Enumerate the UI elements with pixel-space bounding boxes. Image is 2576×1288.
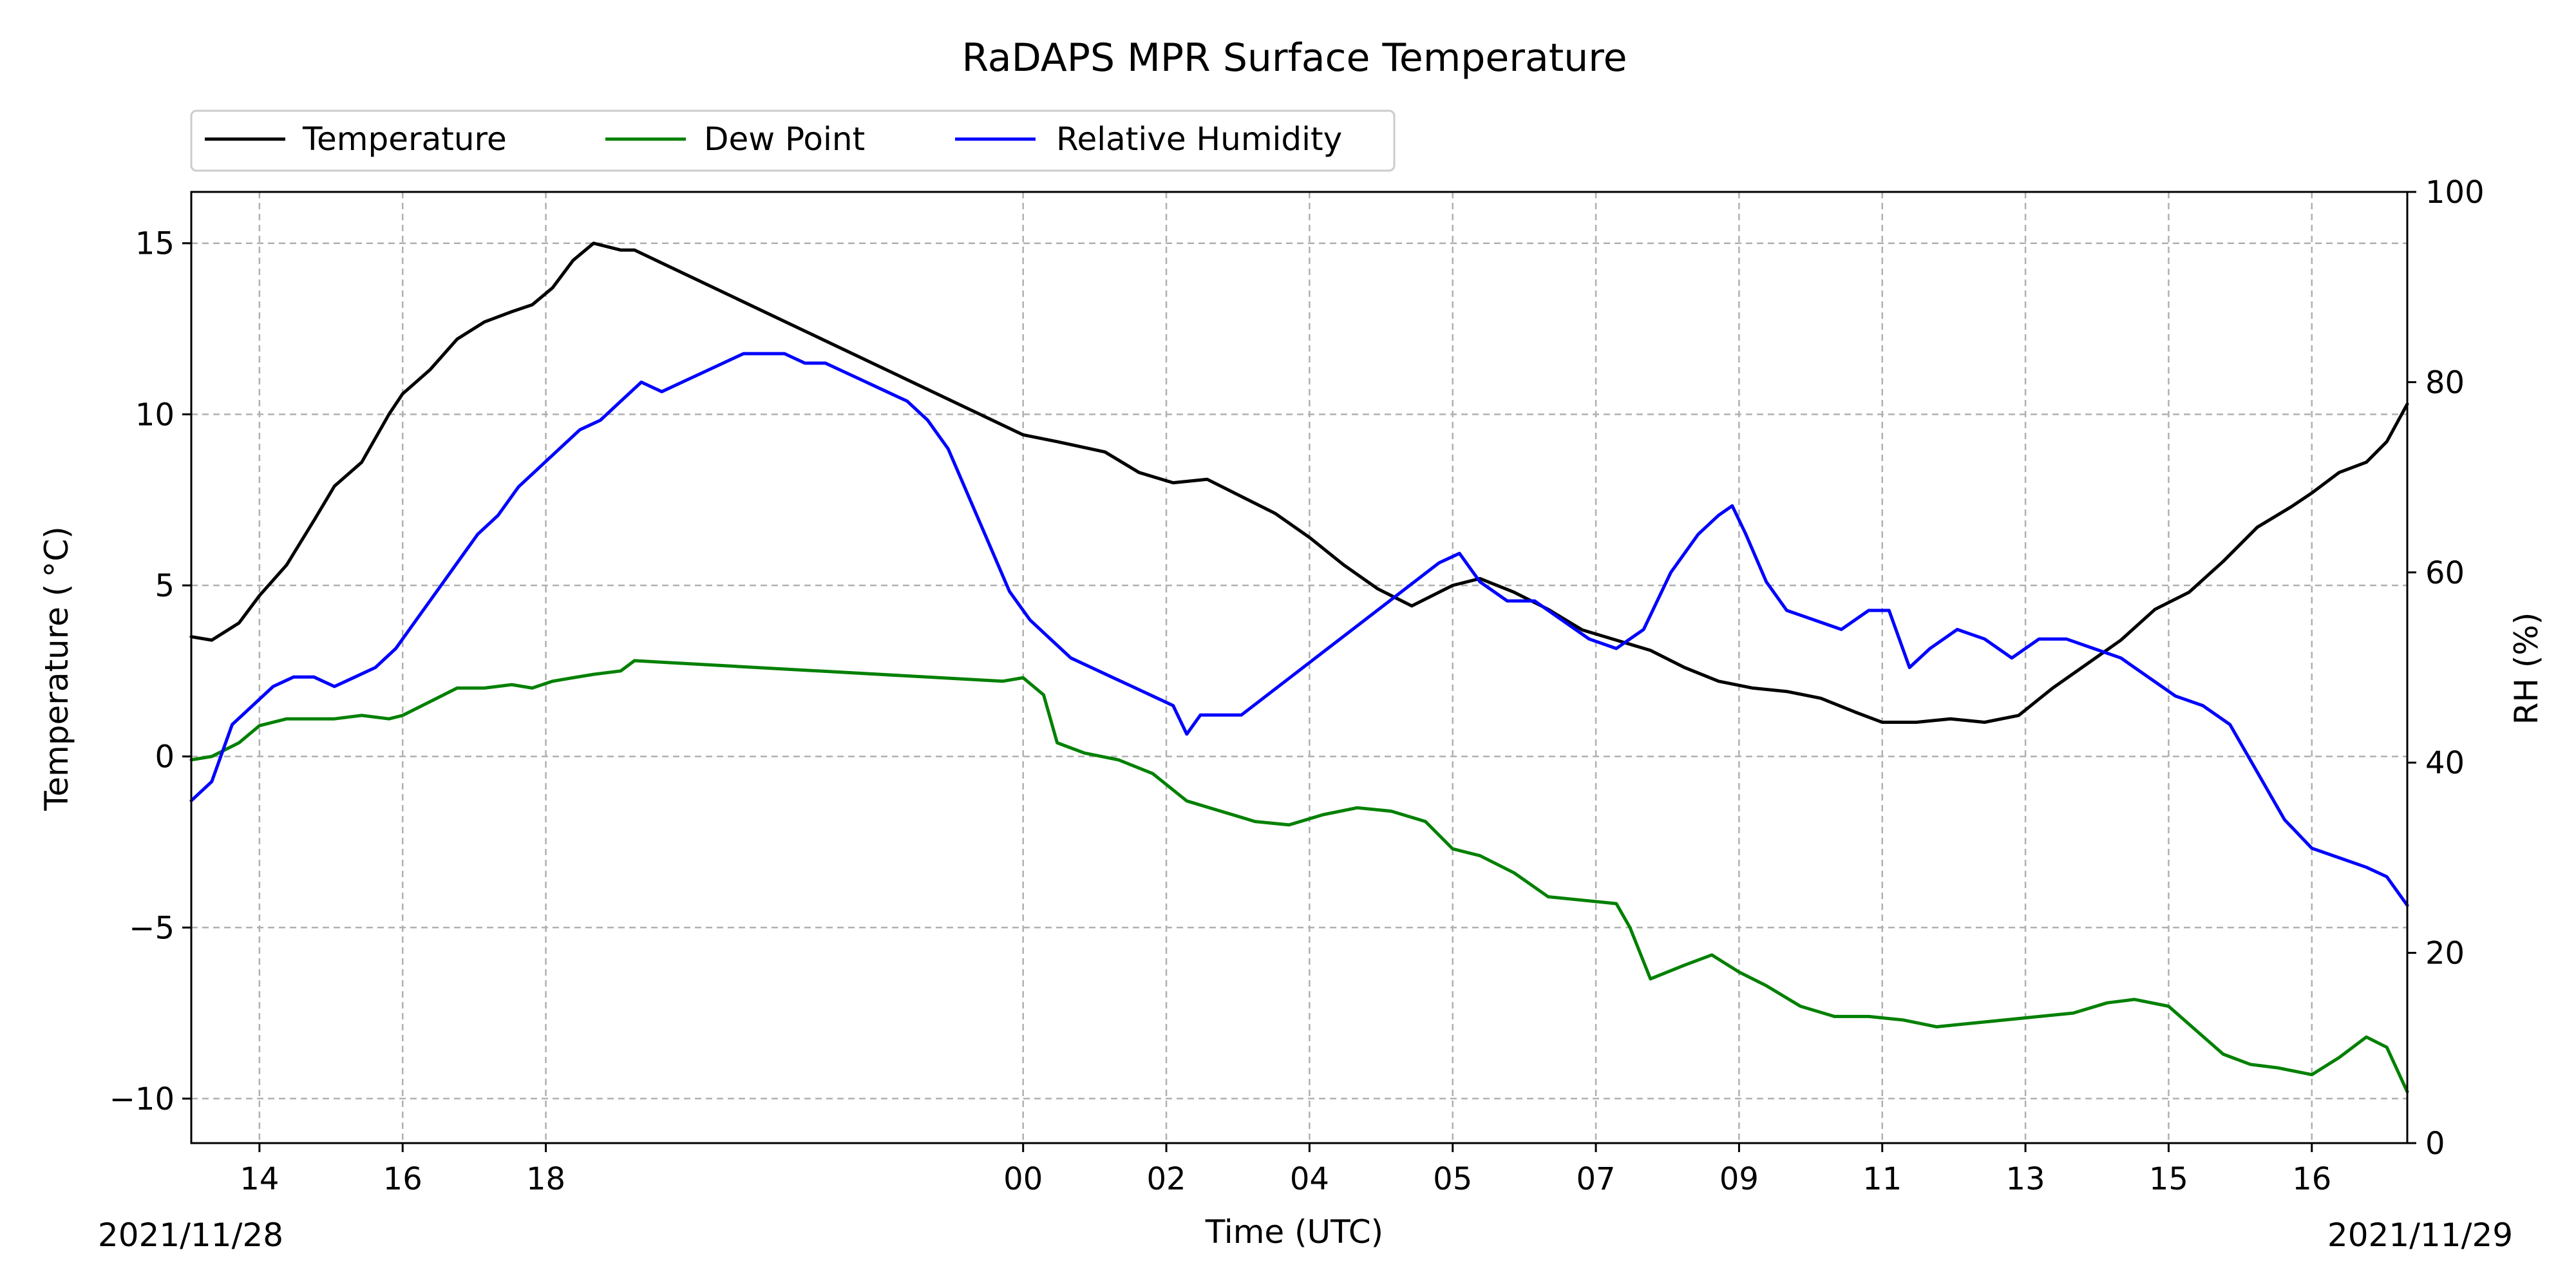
- series-lines: [189, 242, 2409, 1094]
- x-tick-label-3: 00: [1003, 1161, 1043, 1197]
- x-tick-label-6: 05: [1433, 1161, 1472, 1197]
- legend-label-relative-humidity: Relative Humidity: [1056, 120, 1342, 158]
- x-axis-label: Time (UTC): [1205, 1213, 1383, 1251]
- y-right-tick-label-2: 40: [2425, 745, 2465, 781]
- y-tick-label-1: −5: [129, 910, 175, 946]
- y-tick-label-3: 5: [155, 568, 175, 604]
- x-tick-label-0: 14: [240, 1161, 279, 1197]
- plot-frame: [190, 191, 2409, 1144]
- y-right-tick-label-5: 100: [2425, 175, 2485, 211]
- x-tick-label-8: 09: [1719, 1161, 1759, 1197]
- grid-lines: [191, 192, 2407, 1143]
- x-tick-label-4: 02: [1147, 1161, 1186, 1197]
- x-tick-label-7: 07: [1577, 1161, 1616, 1197]
- chart-title: RaDAPS MPR Surface Temperature: [961, 35, 1627, 80]
- x-tick-label-11: 15: [2149, 1161, 2188, 1197]
- legend-label-dew-point: Dew Point: [704, 120, 865, 158]
- x-tick-label-9: 11: [1862, 1161, 1902, 1197]
- y-axis-label-right: RH (%): [2508, 612, 2545, 725]
- y-right-tick-label-4: 80: [2425, 365, 2465, 401]
- series-line-relative-humidity: [189, 352, 2409, 907]
- y-right-tick-label-3: 60: [2425, 555, 2465, 591]
- x-tick-label-12: 16: [2292, 1161, 2331, 1197]
- x-tick-label-2: 18: [526, 1161, 565, 1197]
- legend: Temperature Dew Point Relative Humidity: [190, 109, 1396, 172]
- y-tick-label-0: −10: [109, 1081, 175, 1117]
- legend-frame: [190, 109, 1396, 172]
- y-right-tick-label-1: 20: [2425, 936, 2465, 972]
- x-tick-label-5: 04: [1290, 1161, 1329, 1197]
- axis-ticks: 14 16 18 00 02 04 05 07 09 11 13 15 16−10−5051015020…: [109, 175, 2485, 1197]
- x-tick-label-10: 13: [2006, 1161, 2045, 1197]
- y-tick-label-2: 0: [155, 739, 175, 775]
- series-line-temperature: [189, 242, 2409, 724]
- legend-label-temperature: Temperature: [302, 120, 507, 158]
- y-tick-label-5: 15: [135, 226, 175, 262]
- x-date-label-left: 2021/11/28: [98, 1217, 283, 1254]
- x-date-label-right: 2021/11/29: [2327, 1217, 2513, 1254]
- y-tick-label-4: 10: [135, 397, 175, 433]
- x-tick-label-1: 16: [383, 1161, 422, 1197]
- series-line-dew-point: [189, 659, 2409, 1094]
- y-axis-label-left: Temperature ( °C): [38, 526, 75, 811]
- y-right-tick-label-0: 0: [2425, 1126, 2445, 1162]
